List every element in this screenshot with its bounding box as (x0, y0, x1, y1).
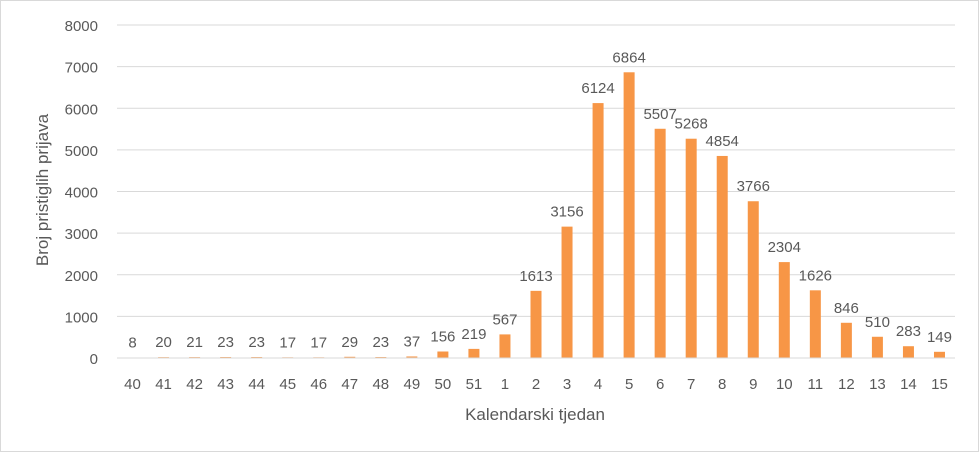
y-tick-label: 1000 (65, 309, 98, 326)
x-tick-label: 2 (532, 376, 540, 393)
x-tick-label: 3 (563, 376, 571, 393)
data-label: 23 (248, 334, 265, 351)
bar (530, 290, 542, 358)
data-label: 567 (492, 311, 517, 328)
data-label: 21 (186, 334, 203, 351)
bar (437, 351, 449, 358)
x-tick-label: 5 (625, 376, 633, 393)
data-label: 3156 (550, 204, 583, 221)
y-tick-label: 4000 (65, 185, 98, 202)
x-tick-label: 40 (124, 376, 141, 393)
y-axis-label: Broj pristiglih prijava (33, 113, 52, 266)
bar (468, 348, 480, 358)
data-label: 846 (834, 300, 859, 317)
data-label: 4854 (706, 133, 739, 150)
bar (840, 322, 852, 358)
y-tick-label: 6000 (65, 101, 98, 118)
bar (344, 356, 356, 358)
x-tick-label: 9 (749, 376, 757, 393)
x-tick-label: 44 (248, 376, 265, 393)
x-tick-label: 10 (776, 376, 793, 393)
data-label: 2304 (768, 239, 801, 256)
x-tick-label: 1 (501, 376, 509, 393)
bar (747, 201, 759, 358)
bar (778, 262, 790, 358)
data-label: 1613 (519, 268, 552, 285)
data-label: 283 (896, 323, 921, 340)
x-tick-label: 13 (869, 376, 886, 393)
x-tick-label: 12 (838, 376, 855, 393)
x-tick-label: 43 (217, 376, 234, 393)
data-label: 1626 (799, 267, 832, 284)
data-label: 156 (430, 329, 455, 346)
x-axis-ticks: 40 41 42 43 44 45 46 47 48 49 50 51 1 2 3 4 5 6 7 8 9 10 11 12 1… (124, 376, 948, 393)
y-tick-label: 2000 (65, 268, 98, 285)
data-label: 29 (341, 334, 358, 351)
bars (127, 72, 945, 359)
bar (592, 103, 604, 358)
data-label: 3766 (737, 178, 770, 195)
x-tick-label: 42 (186, 376, 203, 393)
bar (933, 351, 945, 358)
data-label: 17 (310, 334, 327, 351)
data-label: 17 (279, 334, 296, 351)
bar (499, 334, 511, 358)
data-label: 23 (217, 334, 234, 351)
x-tick-label: 15 (931, 376, 948, 393)
x-tick-label: 11 (808, 376, 824, 393)
data-label: 219 (461, 326, 486, 343)
x-axis-label: Kalendarski tjedan (465, 405, 605, 424)
x-tick-label: 49 (404, 376, 421, 393)
data-label: 23 (372, 334, 389, 351)
x-tick-label: 45 (279, 376, 296, 393)
x-tick-label: 48 (372, 376, 389, 393)
y-tick-label: 3000 (65, 226, 98, 243)
x-tick-label: 14 (900, 376, 917, 393)
x-tick-label: 46 (310, 376, 327, 393)
x-tick-label: 7 (687, 376, 695, 393)
bar (685, 138, 697, 358)
bar (809, 290, 821, 358)
data-label: 5507 (643, 106, 676, 123)
bar (654, 128, 666, 358)
data-label: 37 (404, 333, 421, 350)
x-tick-label: 4 (594, 376, 602, 393)
bar (561, 226, 573, 358)
data-label: 8 (128, 335, 136, 352)
y-tick-label: 8000 (65, 18, 98, 35)
data-labels: 8 20 21 23 23 17 17 29 23 37 156 219 567 1613 3156 6124… (128, 49, 952, 351)
data-label: 149 (927, 329, 952, 346)
y-axis-ticks: 0 1000 2000 3000 4000 5000 6000 7000 8000 (65, 18, 98, 368)
data-label: 6124 (581, 80, 614, 97)
x-tick-label: 8 (718, 376, 726, 393)
y-tick-label: 5000 (65, 143, 98, 160)
bar (871, 336, 883, 358)
bar (716, 155, 728, 358)
data-label: 6864 (612, 49, 645, 66)
y-tick-label: 7000 (65, 60, 98, 77)
gridlines (117, 24, 955, 317)
x-tick-label: 50 (435, 376, 452, 393)
data-label: 20 (155, 334, 172, 351)
x-tick-label: 6 (656, 376, 664, 393)
data-label: 5268 (674, 116, 707, 133)
bar (902, 346, 914, 358)
x-tick-label: 51 (466, 376, 483, 393)
y-tick-label: 0 (90, 351, 98, 368)
data-label: 510 (865, 314, 890, 331)
bar (406, 356, 418, 358)
x-tick-label: 47 (341, 376, 358, 393)
x-tick-label: 41 (155, 376, 172, 393)
bar (623, 72, 635, 358)
